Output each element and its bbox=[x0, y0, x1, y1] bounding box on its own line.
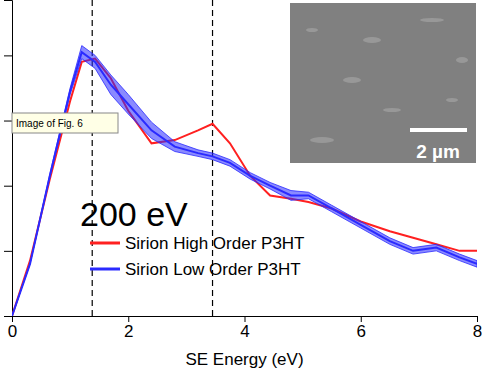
inset-texture bbox=[363, 37, 381, 43]
x-tick-label: 2 bbox=[124, 322, 133, 341]
legend-swatch bbox=[90, 268, 120, 271]
x-tick: 2 bbox=[124, 316, 133, 341]
tooltip-box: Image of Fig. 6 bbox=[12, 113, 118, 133]
y-tick-mark bbox=[4, 186, 12, 187]
y-tick bbox=[4, 251, 12, 252]
plot: 2 µm 0 2 4 6 8 200 eV Image of Fig. 6 Sirion Hig… bbox=[4, 0, 482, 341]
legend-swatch bbox=[90, 242, 120, 245]
x-tick-label: 6 bbox=[357, 322, 366, 341]
y-tick-mark bbox=[4, 55, 12, 56]
inset-texture bbox=[306, 28, 318, 32]
x-tick: 4 bbox=[240, 316, 249, 341]
inset-texture bbox=[310, 137, 334, 143]
x-axis-title: SE Energy (eV) bbox=[185, 350, 303, 369]
error-band bbox=[12, 46, 477, 316]
inset-texture bbox=[420, 18, 444, 22]
scale-bar bbox=[410, 128, 467, 132]
data-layer bbox=[12, 46, 477, 316]
x-tick-label: 0 bbox=[8, 322, 17, 341]
series-line bbox=[12, 59, 477, 316]
tooltip-background bbox=[12, 113, 118, 133]
x-tick: 6 bbox=[357, 316, 366, 341]
x-tick-label: 4 bbox=[240, 322, 249, 341]
inset-texture bbox=[456, 57, 468, 63]
x-tick-label: 8 bbox=[473, 322, 482, 341]
y-tick-mark bbox=[4, 121, 12, 122]
x-axis: 0 2 4 6 8 bbox=[8, 316, 482, 341]
series-line bbox=[12, 52, 477, 316]
inset-background bbox=[290, 3, 476, 163]
y-axis bbox=[4, 1, 13, 317]
y-tick-mark bbox=[4, 251, 12, 252]
y-axis-line bbox=[4, 1, 13, 317]
legend: Sirion High Order P3HT Sirion Low Order P… bbox=[90, 234, 305, 279]
legend-label: Sirion High Order P3HT bbox=[125, 234, 305, 253]
annotation: 200 eV bbox=[80, 195, 188, 233]
inset-texture bbox=[343, 77, 361, 83]
scale-bar-label: 2 µm bbox=[416, 141, 460, 162]
legend-label: Sirion Low Order P3HT bbox=[125, 260, 301, 279]
y-tick bbox=[4, 121, 12, 122]
inset-texture bbox=[446, 98, 458, 102]
y-tick bbox=[4, 186, 12, 187]
x-tick: 8 bbox=[473, 316, 482, 341]
y-tick bbox=[4, 55, 12, 56]
inset-image: 2 µm bbox=[290, 3, 476, 163]
inset-texture bbox=[383, 108, 401, 112]
tooltip-text: Image of Fig. 6 bbox=[16, 118, 83, 129]
chart: 2 µm 0 2 4 6 8 200 eV Image of Fig. 6 Sirion Hig… bbox=[0, 0, 482, 377]
x-tick: 0 bbox=[8, 316, 17, 341]
